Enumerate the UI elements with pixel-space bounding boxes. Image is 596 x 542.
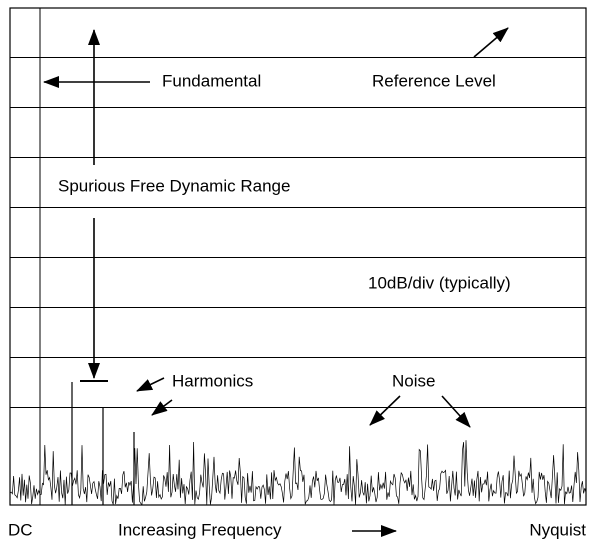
label-backdrop <box>54 174 354 200</box>
spectrum <box>9 382 587 506</box>
harmonics-label: Harmonics <box>172 371 253 390</box>
dc-label: DC <box>8 520 33 539</box>
noise-trace <box>9 440 587 506</box>
harmonics-arrow <box>151 399 173 416</box>
reference-label: Reference Level <box>372 71 496 90</box>
noise-arrow <box>441 395 471 428</box>
plot-frame <box>9 7 587 506</box>
grid-lines <box>10 57 586 408</box>
sfdr-label: Spurious Free Dynamic Range <box>58 176 290 195</box>
nyquist-label: Nyquist <box>529 520 586 539</box>
scale-label: 10dB/div (typically) <box>368 273 511 292</box>
noise-label: Noise <box>392 371 435 390</box>
reference-arrow <box>473 27 509 58</box>
frequency-label: Increasing Frequency <box>118 520 282 539</box>
harmonics-arrow <box>136 377 165 392</box>
fundamental-label: Fundamental <box>162 71 261 90</box>
noise-arrow <box>369 395 401 426</box>
